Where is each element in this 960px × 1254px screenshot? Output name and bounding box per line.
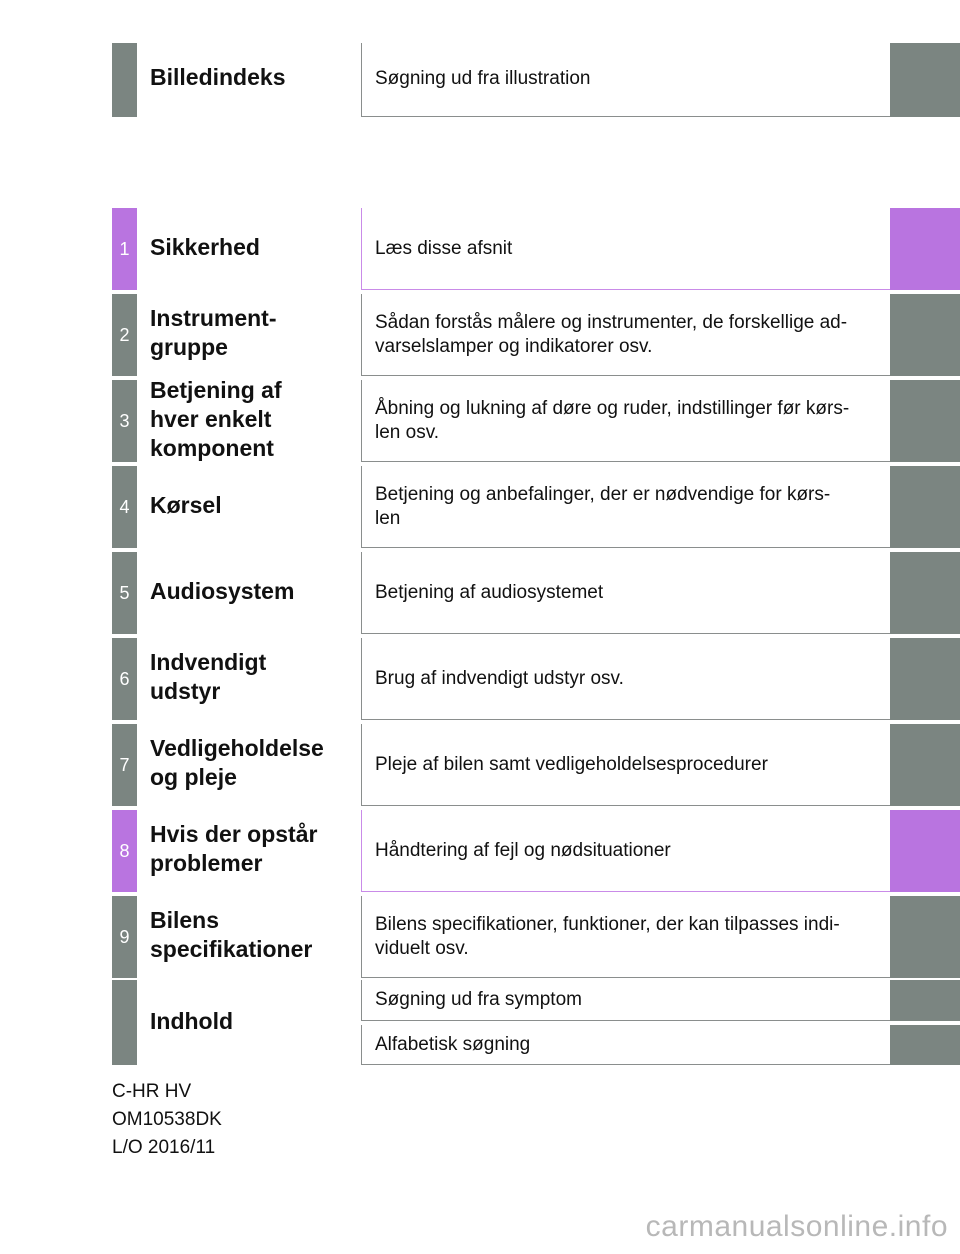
section-description: Åbning og lukning af døre og ruder, inds… [375,398,850,443]
section-description: Sådan forstås målere og instrumenter, de… [375,312,848,357]
section-row[interactable]: 9 Bilens specifikationer Bilens specifikat… [0,896,960,978]
section-description-box: Læs disse afsnit [361,208,890,290]
section-description: Læs disse afsnit [375,238,513,259]
section-title: Indvendigt udstyr [150,649,267,704]
section-title: Bilens specifikationer [150,907,313,962]
header-description-box: Søgning ud fra illustration [361,43,890,117]
footer-model: C-HR HV [112,1081,192,1102]
section-title: Sikkerhed [150,233,260,260]
header-description: Søgning ud fra illustration [375,68,591,89]
section-row[interactable]: 3 Betjening af hver enkelt komponent Åbnin… [0,377,960,462]
section-tab[interactable] [890,208,960,290]
section-number: 7 [112,724,137,806]
section-description: Pleje af bilen samt vedligeholdelsesproc… [375,754,768,775]
section-row[interactable]: 5 Audiosystem Betjening af audiosystemet [0,552,960,634]
section-number: 4 [112,466,137,548]
section-title: Vedligeholdelse og pleje [150,735,324,790]
index-title: Indhold [150,1008,234,1034]
header-tab-left [112,43,137,117]
section-title: Audiosystem [150,577,295,604]
section-row[interactable]: 7 Vedligeholdelse og pleje Pleje af bilen … [0,724,960,806]
section-title: Instrument- gruppe [150,305,277,360]
section-description: Betjening af audiosystemet [375,582,604,603]
footer: C-HR HV OM10538DK L/O 2016/11 [112,1078,222,1162]
section-number: 2 [112,294,137,376]
section-number: 9 [112,896,137,978]
section-description-box: Bilens specifikationer, funktioner, der … [361,896,890,978]
header-title: Billedindeks [150,64,286,90]
section-description-box: Pleje af bilen samt vedligeholdelsesproc… [361,724,890,806]
section-description: Betjening og anbefalinger, der er nødven… [375,484,831,529]
section-title: Hvis der opstår problemer [150,821,318,876]
index-item-box[interactable]: Alfabetisk søgning [361,1025,890,1065]
index-item-box[interactable]: Søgning ud fra symptom [361,980,890,1021]
section-row[interactable]: 6 Indvendigt udstyr Brug af indvendigt uds… [0,638,960,720]
footer-code: OM10538DK [112,1109,222,1130]
index-item[interactable]: Søgning ud fra symptom [375,989,582,1010]
section-row[interactable]: 8 Hvis der opstår problemer Håndtering af … [0,810,960,892]
section-tab[interactable] [890,552,960,634]
index-tab-right [890,980,960,1021]
watermark: carmanualsonline.info [645,1210,948,1243]
section-tab[interactable] [890,294,960,376]
section-number: 1 [112,208,137,290]
section-tab[interactable] [890,724,960,806]
section-row[interactable]: 1 Sikkerhed Læs disse afsnit [0,208,960,290]
section-number: 5 [112,552,137,634]
section-tab[interactable] [890,466,960,548]
section-description-box: Åbning og lukning af døre og ruder, inds… [361,380,890,462]
section-description-box: Brug af indvendigt udstyr osv. [361,638,890,720]
section-description-box: Betjening og anbefalinger, der er nødven… [361,466,890,548]
index-tab-right [890,1025,960,1065]
header-row[interactable]: Billedindeks Søgning ud fra illustration [0,43,960,117]
section-description: Bilens specifikationer, funktioner, der … [375,914,840,959]
section-description-box: Sådan forstås målere og instrumenter, de… [361,294,890,376]
index-tab-left [112,980,137,1065]
section-title: Kørsel [150,491,222,518]
section-row[interactable]: 2 Instrument- gruppe Sådan forstås målere … [0,294,960,376]
footer-lo: L/O 2016/11 [112,1137,216,1158]
section-description-box: Betjening af audiosystemet [361,552,890,634]
section-tab[interactable] [890,638,960,720]
section-number: 3 [112,380,137,462]
section-description: Håndtering af fejl og nødsituationer [375,840,671,861]
section-number: 6 [112,638,137,720]
section-tab[interactable] [890,380,960,462]
section-tab[interactable] [890,896,960,978]
section-number: 8 [112,810,137,892]
section-description-box: Håndtering af fejl og nødsituationer [361,810,890,892]
section-row[interactable]: 4 Kørsel Betjening og anbefalinger, der er… [0,466,960,548]
section-description: Brug af indvendigt udstyr osv. [375,668,624,689]
index-item[interactable]: Alfabetisk søgning [375,1034,531,1055]
section-tab[interactable] [890,810,960,892]
section-title: Betjening af hver enkelt komponent [150,376,282,461]
index-row: Indhold Søgning ud fra symptom Alfabetis… [0,980,960,1065]
header-tab-right [890,43,960,117]
